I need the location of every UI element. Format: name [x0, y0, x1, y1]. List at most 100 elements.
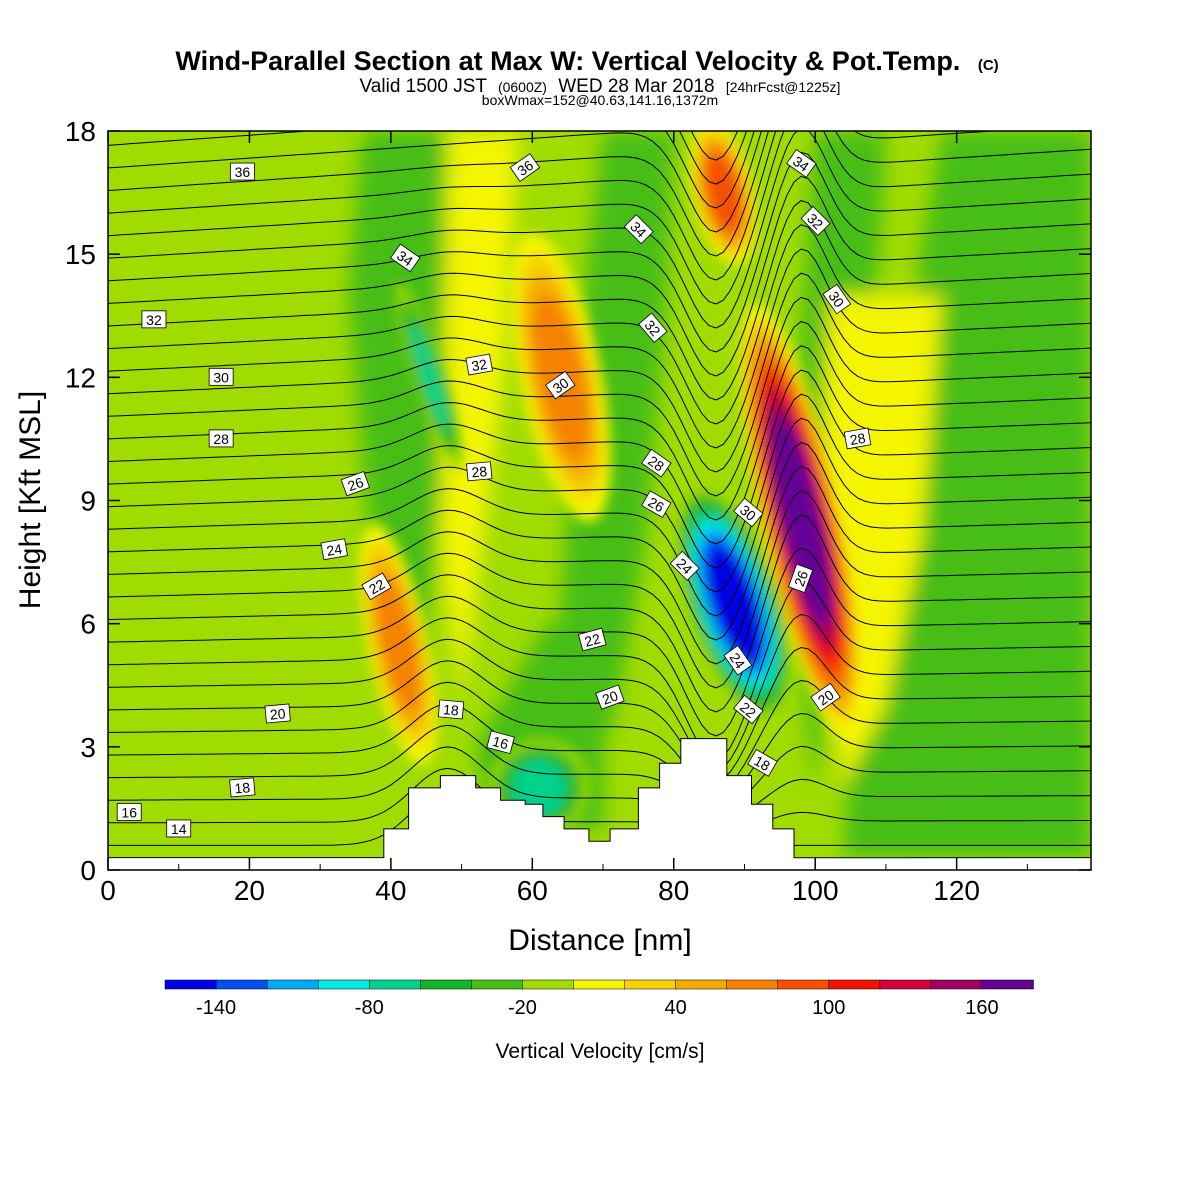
theta-label: 20	[595, 684, 625, 710]
theta-label: 28	[641, 448, 672, 478]
theta-label-text: 22	[583, 630, 602, 650]
valid-time-jst: Valid 1500 JST	[360, 76, 488, 97]
colorbar-swatch	[164, 979, 217, 990]
x-tick-label: 40	[375, 875, 406, 906]
theta-label-text: 32	[470, 356, 488, 374]
title-main: Wind-Parallel Section at Max W: Vertical…	[175, 46, 960, 76]
theta-label-box	[264, 703, 291, 724]
y-tick-label: 3	[80, 732, 96, 763]
y-tick-label: 15	[65, 239, 96, 270]
theta-label: 18	[437, 699, 465, 720]
theta-label-box	[800, 205, 831, 237]
y-tick-label: 6	[80, 609, 96, 640]
theta-contour	[108, 224, 1091, 425]
theta-contour	[108, 393, 1091, 593]
colorbar-tick-label: -20	[508, 997, 537, 1019]
theta-contour	[108, 131, 1091, 305]
theta-label-text: 26	[645, 494, 667, 516]
colorbar-swatch	[420, 979, 473, 990]
theta-label-text: 18	[443, 701, 460, 718]
theta-label-box	[545, 370, 576, 400]
theta-contour	[108, 703, 1091, 804]
colorbar-swatch	[675, 979, 728, 990]
theta-label-box	[340, 471, 371, 497]
x-tick-label: 80	[658, 875, 689, 906]
theta-contour	[108, 321, 1091, 521]
theta-label-box	[822, 283, 852, 315]
theta-label: 30	[208, 367, 234, 386]
y-tick-label: 9	[80, 486, 96, 517]
theta-contour	[108, 767, 1091, 836]
theta-label-box	[465, 353, 493, 376]
theta-label-text: 28	[213, 431, 229, 447]
y-tick-label: 18	[65, 116, 96, 147]
theta-label-box	[229, 162, 255, 181]
theta-contour	[108, 746, 1091, 825]
colorbar-swatch	[624, 979, 677, 990]
theta-label-box	[509, 153, 541, 182]
updraft-core	[706, 153, 741, 232]
theta-label-text: 32	[146, 312, 162, 328]
theta-label-text: 26	[345, 474, 365, 494]
colorbar-swatch	[930, 979, 983, 990]
x-tick-label: 20	[234, 875, 265, 906]
terrain	[108, 738, 1091, 870]
theta-label: 26	[787, 563, 814, 594]
colorbar-swatch	[981, 979, 1034, 990]
y-axis-label: Height [Kft MSL]	[14, 391, 47, 609]
theta-contour	[108, 466, 1091, 665]
svg-text:Valid 1500 JST (0600Z): Valid 1500 JST (0600Z) WED 28 Mar 2018 […	[360, 76, 841, 97]
theta-label: 36	[229, 162, 255, 181]
colorbar-tick-label: -80	[355, 997, 384, 1019]
forecast-info: [24hrFcst@1225z]	[726, 79, 841, 95]
chart-subtitle: Valid 1500 JST (0600Z) WED 28 Mar 2018 […	[360, 76, 841, 108]
theta-label-text: 20	[269, 705, 286, 722]
box-wmax-info: boxWmax=152@40.63,141.16,1372m	[482, 92, 718, 108]
x-axis: 0 20 40 60 80 100 120	[100, 131, 1028, 906]
theta-label: 28	[466, 461, 493, 482]
theta-label: 14	[166, 819, 192, 838]
theta-label-box	[208, 367, 234, 386]
theta-contour	[108, 131, 1000, 257]
theta-contour	[108, 248, 1091, 449]
svg-text:Wind-Parallel Section at Max W: Wind-Parallel Section at Max W: Vertical…	[175, 46, 998, 76]
theta-contour	[108, 724, 1091, 814]
theta-label-text: 16	[121, 805, 137, 821]
colorbar-swatch	[471, 979, 524, 990]
theta-label: 22	[578, 627, 607, 652]
colorbar: -140 -80 -20 40 100 160	[164, 979, 1034, 1019]
theta-label: 34	[786, 149, 817, 178]
valid-time-utc: (0600Z)	[498, 79, 547, 95]
theta-contour	[108, 272, 1091, 473]
theta-label: 32	[465, 353, 493, 376]
title-copyright-mark: (C)	[978, 57, 999, 74]
colorbar-label: Vertical Velocity [cm/s]	[496, 1040, 705, 1063]
theta-label: 22	[733, 694, 764, 725]
theta-label: 26	[641, 490, 672, 519]
theta-label-text: 30	[213, 369, 229, 385]
theta-label-box	[578, 627, 607, 652]
theta-label-box	[810, 682, 841, 712]
theta-label-text: 20	[600, 687, 620, 707]
theta-label-box	[733, 694, 764, 725]
x-tick-label: 100	[792, 875, 839, 906]
theta-label-box	[229, 777, 256, 798]
theta-label-box	[787, 563, 814, 594]
theta-label-text: 18	[234, 779, 251, 796]
theta-label-box	[786, 149, 817, 178]
colorbar-swatch	[879, 979, 932, 990]
theta-contour	[108, 441, 1091, 641]
theta-label-box	[486, 730, 515, 755]
theta-label-box	[208, 429, 234, 448]
theta-contour	[108, 679, 1091, 793]
theta-label: 26	[340, 471, 371, 497]
colorbar-swatch	[215, 979, 268, 990]
theta-label-text: 16	[491, 733, 510, 753]
theta-label-text: 24	[325, 540, 343, 558]
theta-label-box	[733, 497, 764, 528]
theta-label-text: 36	[235, 164, 251, 180]
theta-contour	[108, 490, 1091, 689]
theta-label: 30	[822, 283, 852, 315]
theta-label-box	[390, 243, 421, 273]
